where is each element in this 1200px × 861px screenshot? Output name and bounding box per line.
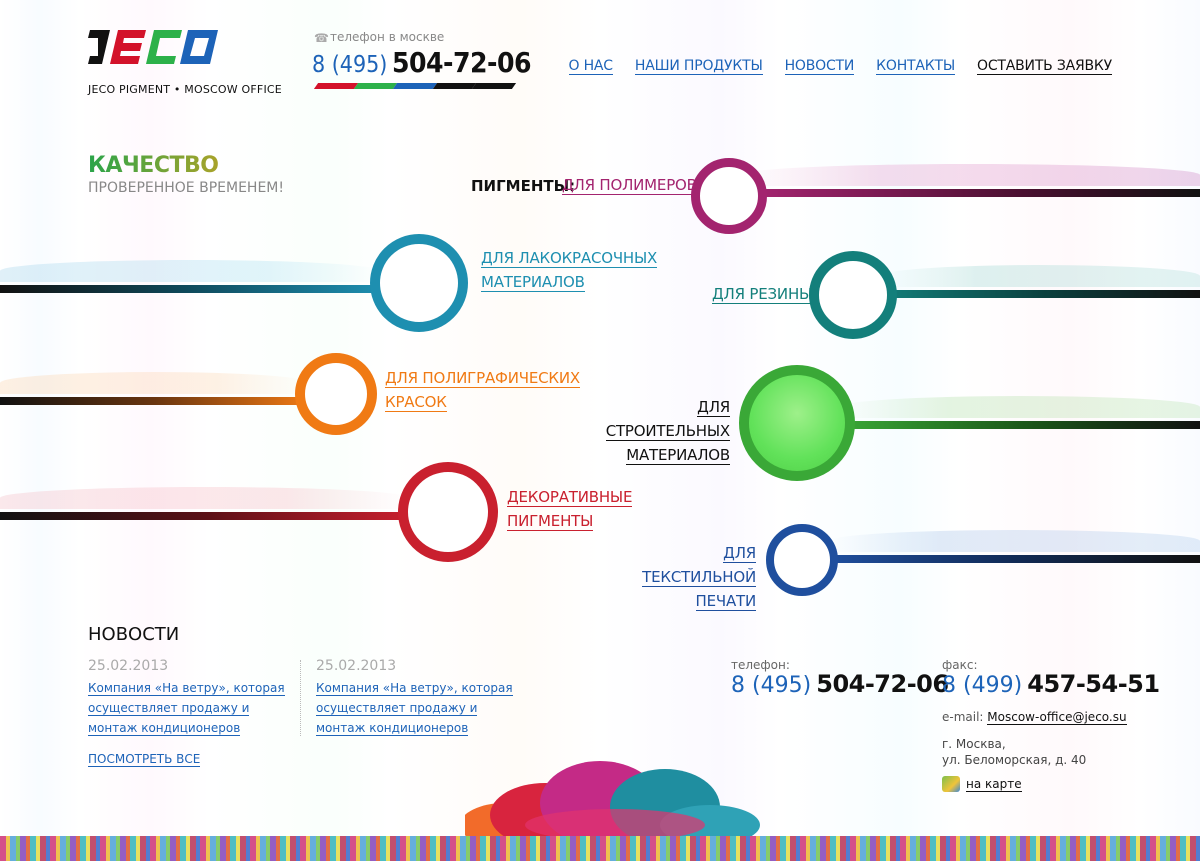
news-item: 25.02.2013 Компания «На ветру», которая … — [88, 658, 288, 738]
pigment-link-paints-line1: ДЛЯ ЛАКОКРАСОЧНЫХ — [481, 249, 658, 268]
phone-code: 8 (495) — [312, 52, 388, 78]
pigment-link-polymers-text: ДЛЯ ПОЛИМЕРОВ — [562, 176, 697, 195]
news-divider — [300, 660, 301, 736]
pigment-line-decorative — [0, 512, 410, 520]
wave-decoration — [840, 396, 1200, 418]
news-link[interactable]: Компания «На ветру», которая осуществляе… — [316, 678, 516, 738]
email-link[interactable]: Moscow-office@jeco.su — [987, 710, 1127, 725]
pigment-link-paints-line2: МАТЕРИАЛОВ — [481, 273, 585, 292]
pigment-line-textile — [830, 555, 1200, 563]
contact-phone-number: 504-72-06 — [816, 670, 949, 698]
map-link[interactable]: на карте — [966, 776, 1022, 792]
wave-decoration — [0, 260, 380, 282]
see-all-news-link[interactable]: ПОСМОТРЕТЬ ВСЕ — [88, 752, 201, 767]
phone-number: 8 (495) 504-72-06 — [312, 46, 532, 79]
pigment-link-rubber[interactable]: ДЛЯ РЕЗИНЫ — [712, 282, 812, 306]
pigment-link-decorative-line2: ПИГМЕНТЫ — [507, 512, 594, 531]
map-link-row: на карте — [942, 776, 1160, 792]
pigment-link-inks[interactable]: ДЛЯ ПОЛИГРАФИЧЕСКИХ КРАСОК — [385, 366, 580, 414]
pigment-link-rubber-text: ДЛЯ РЕЗИНЫ — [712, 285, 813, 304]
contact-phone-code: 8 (495) — [731, 673, 812, 698]
pigment-line-paints — [0, 285, 380, 293]
wave-decoration — [880, 265, 1200, 287]
pigment-ring-textile[interactable] — [766, 524, 838, 596]
pigment-link-textile[interactable]: ДЛЯ ТЕКСТИЛЬНОЙ ПЕЧАТИ — [616, 541, 756, 613]
contact-fax-code: 8 (499) — [942, 673, 1023, 698]
tagline-subtitle: ПРОВЕРЕННОЕ ВРЕМЕНЕМ! — [88, 180, 284, 196]
email-label: e-mail: — [942, 710, 984, 724]
nav-contacts[interactable]: КОНТАКТЫ — [876, 58, 956, 75]
pigment-ring-rubber[interactable] — [809, 251, 897, 339]
news-item: 25.02.2013 Компания «На ветру», которая … — [316, 658, 516, 738]
phone-digits: 504-72-06 — [391, 46, 532, 79]
nav-news[interactable]: НОВОСТИ — [784, 58, 855, 75]
pigment-line-inks — [0, 397, 310, 405]
address-city: г. Москва, — [942, 737, 1006, 751]
phone-color-bar — [313, 83, 517, 89]
pigment-link-decorative[interactable]: ДЕКОРАТИВНЫЕ ПИГМЕНТЫ — [507, 485, 632, 533]
pigment-link-inks-line2: КРАСОК — [385, 393, 447, 412]
pigment-link-construction-line1: ДЛЯ СТРОИТЕЛЬНЫХ — [605, 398, 730, 441]
phone-label: телефон в москве — [330, 30, 445, 44]
pigment-link-construction[interactable]: ДЛЯ СТРОИТЕЛЬНЫХ МАТЕРИАЛОВ — [590, 395, 730, 467]
address-street: ул. Беломорская, д. 40 — [942, 753, 1087, 767]
rainbow-strip — [0, 836, 1200, 861]
address: г. Москва, ул. Беломорская, д. 40 — [942, 736, 1160, 768]
pigment-powder-image — [465, 761, 760, 836]
pigment-line-construction — [840, 421, 1200, 429]
pigment-link-inks-line1: ДЛЯ ПОЛИГРАФИЧЕСКИХ — [385, 369, 580, 388]
contact-fax: факс: 8 (499) 457-54-51 e-mail: Moscow-o… — [942, 658, 1160, 792]
pigments-label: ПИГМЕНТЫ: — [471, 177, 576, 195]
map-icon — [942, 776, 960, 792]
contact-phone-label: телефон: — [731, 658, 790, 672]
nav-about[interactable]: О НАС — [568, 58, 613, 75]
wave-decoration — [740, 164, 1200, 186]
tagline-title: КАЧЕСТВО — [88, 153, 284, 178]
pigment-link-construction-line2: МАТЕРИАЛОВ — [626, 446, 730, 465]
pigment-link-textile-line2: ПЕЧАТИ — [695, 592, 756, 611]
wave-decoration — [0, 372, 310, 394]
email-row: e-mail: Moscow-office@jeco.su — [942, 710, 1160, 725]
pigment-ring-construction[interactable] — [739, 365, 855, 481]
phone-icon: ☎ — [314, 31, 329, 45]
pigment-link-decorative-line1: ДЕКОРАТИВНЫЕ — [507, 488, 633, 507]
logo-block[interactable]: JECO PIGMENT • MOSCOW OFFICE — [88, 30, 282, 96]
pigment-link-paints[interactable]: ДЛЯ ЛАКОКРАСОЧНЫХ МАТЕРИАЛОВ — [481, 246, 657, 294]
nav-products[interactable]: НАШИ ПРОДУКТЫ — [634, 58, 763, 75]
header-phone: ☎ телефон в москве 8 (495) 504-72-06 — [312, 30, 532, 89]
pigment-link-polymers[interactable]: ДЛЯ ПОЛИМЕРОВ — [562, 173, 697, 197]
pigment-ring-decorative[interactable] — [398, 462, 498, 562]
wave-decoration — [830, 530, 1200, 552]
pigment-ring-paints[interactable] — [370, 234, 468, 332]
contact-fax-label: факс: — [942, 658, 978, 672]
pigment-ring-polymers[interactable] — [691, 158, 767, 234]
pigment-line-rubber — [880, 290, 1200, 298]
news-title: НОВОСТИ — [88, 624, 180, 645]
jeco-logo — [88, 30, 218, 64]
logo-subtitle: JECO PIGMENT • MOSCOW OFFICE — [88, 83, 282, 96]
pigment-line-polymers — [760, 189, 1200, 197]
nav-request[interactable]: ОСТАВИТЬ ЗАЯВКУ — [977, 58, 1112, 75]
wave-decoration — [0, 487, 410, 509]
news-link-text: Компания «На ветру», которая осуществляе… — [316, 681, 513, 736]
news-link[interactable]: Компания «На ветру», которая осуществляе… — [88, 678, 288, 738]
news-link-text: Компания «На ветру», которая осуществляе… — [88, 681, 285, 736]
tagline: КАЧЕСТВО ПРОВЕРЕННОЕ ВРЕМЕНЕМ! — [88, 153, 284, 196]
news-date: 25.02.2013 — [316, 658, 397, 674]
pigment-ring-inks[interactable] — [295, 353, 377, 435]
main-nav: О НАС НАШИ ПРОДУКТЫ НОВОСТИ КОНТАКТЫ ОСТ… — [568, 58, 1112, 75]
contact-fax-number: 457-54-51 — [1027, 670, 1160, 698]
contact-phone: телефон: 8 (495) 504-72-06 — [731, 658, 949, 698]
pigment-link-textile-line1: ДЛЯ ТЕКСТИЛЬНОЙ — [642, 544, 756, 587]
news-date: 25.02.2013 — [88, 658, 169, 674]
